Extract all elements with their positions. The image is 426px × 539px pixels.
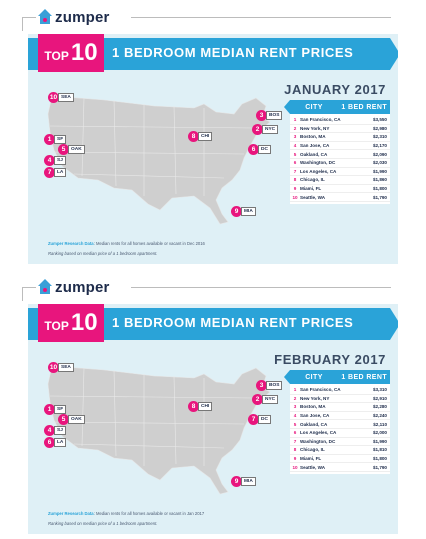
top-badge: TOP 10 xyxy=(38,304,104,342)
table-row: 8 Chicago, IL $1,860 xyxy=(290,176,390,185)
brand-name: zumper xyxy=(55,8,110,26)
table-row: 2 New York, NY $2,980 xyxy=(290,125,390,134)
table-row: 3 Boston, MA $2,280 xyxy=(290,403,390,412)
table-row: 1 San Francisco, CA $3,550 xyxy=(290,116,390,125)
table-row: 10 Seattle, WA $1,790 xyxy=(290,463,390,472)
pin-sea: 10 SEA xyxy=(48,92,74,103)
footnote: Zumper Research Data: Median rents for a… xyxy=(48,241,205,246)
top-badge: TOP 10 xyxy=(38,34,104,72)
pin-sf: 1 SF xyxy=(44,404,67,415)
banner-title: 1 BEDROOM MEDIAN RENT PRICES xyxy=(112,315,354,330)
table-row: 2 New York, NY $2,910 xyxy=(290,395,390,404)
pin-nyc: 2 NYC xyxy=(252,124,279,135)
table-row: 1 San Francisco, CA $3,310 xyxy=(290,386,390,395)
table-row: 6 Washington, DC $2,030 xyxy=(290,159,390,168)
table-row: 6 Los Angeles, CA $2,000 xyxy=(290,429,390,438)
card: TOP 10 1 BEDROOM MEDIAN RENT PRICES FEBRU… xyxy=(28,304,398,534)
pin-mia: 9 MIA xyxy=(231,206,256,217)
table-row: 9 Miami, FL $1,800 xyxy=(290,455,390,464)
rent-table: CITY 1 BED RENT 1 San Francisco, CA $3,310 … xyxy=(284,370,390,474)
table-row: 9 Miami, FL $1,800 xyxy=(290,185,390,194)
footnote-ranking: Ranking based on median price of a 1 bed… xyxy=(48,521,158,526)
pin-oak: 5 OAK xyxy=(58,144,85,155)
house-icon xyxy=(38,279,52,295)
us-map xyxy=(47,95,271,225)
pin-chi: 8 CHI xyxy=(188,131,213,142)
banner-title: 1 BEDROOM MEDIAN RENT PRICES xyxy=(112,45,354,60)
table-body: 1 San Francisco, CA $3,550 2 New York, NY $2… xyxy=(290,114,390,204)
pin-bos: 3 BOS xyxy=(256,110,283,121)
footnote-ranking: Ranking based on median price of a 1 bed… xyxy=(48,251,158,256)
pin-sf: 1 SF xyxy=(44,134,67,145)
pin-la: 6 LA xyxy=(44,437,67,448)
rent-table: CITY 1 BED RENT 1 San Francisco, CA $3,550 … xyxy=(284,100,390,204)
pin-sj: 4 SJ xyxy=(44,425,66,436)
table-body: 1 San Francisco, CA $3,310 2 New York, NY $2… xyxy=(290,384,390,474)
pin-la: 7 LA xyxy=(44,167,67,178)
pin-dc: 7 DC xyxy=(248,414,271,425)
table-header: CITY 1 BED RENT xyxy=(284,370,390,384)
zumper-logo: zumper xyxy=(38,7,110,27)
pin-bos: 3 BOS xyxy=(256,380,283,391)
table-row: 5 Oakland, CA $2,090 xyxy=(290,150,390,159)
card: TOP 10 1 BEDROOM MEDIAN RENT PRICES JANUA… xyxy=(28,34,398,264)
pin-nyc: 2 NYC xyxy=(252,394,279,405)
pin-sj: 4 SJ xyxy=(44,155,66,166)
table-row: 8 Chicago, IL $1,810 xyxy=(290,446,390,455)
pin-mia: 9 MIA xyxy=(231,476,256,487)
us-map xyxy=(47,365,271,495)
table-row: 7 Los Angeles, CA $1,990 xyxy=(290,168,390,177)
month-heading: JANUARY 2017 xyxy=(284,82,386,97)
infographic-february: zumper TOP 10 1 BEDROOM MEDIAN RENT PRICE… xyxy=(0,270,426,538)
pin-dc: 6 DC xyxy=(248,144,271,155)
table-row: 3 Boston, MA $2,310 xyxy=(290,133,390,142)
pin-sea: 10 SEA xyxy=(48,362,74,373)
zumper-logo: zumper xyxy=(38,277,110,297)
infographic-january: zumper TOP 10 1 BEDROOM MEDIAN RENT PRICE… xyxy=(0,0,426,268)
footnote: Zumper Research Data: Median rents for a… xyxy=(48,511,205,516)
pin-oak: 5 OAK xyxy=(58,414,85,425)
month-heading: FEBRUARY 2017 xyxy=(274,352,386,367)
table-row: 5 Oakland, CA $2,110 xyxy=(290,420,390,429)
house-icon xyxy=(38,9,52,25)
table-row: 7 Washington, DC $1,990 xyxy=(290,438,390,447)
table-header: CITY 1 BED RENT xyxy=(284,100,390,114)
table-row: 4 San Jose, CA $2,240 xyxy=(290,412,390,421)
pin-chi: 8 CHI xyxy=(188,401,213,412)
table-row: 10 Seattle, WA $1,790 xyxy=(290,193,390,202)
brand-name: zumper xyxy=(55,278,110,296)
table-row: 4 San Jose, CA $2,170 xyxy=(290,142,390,151)
